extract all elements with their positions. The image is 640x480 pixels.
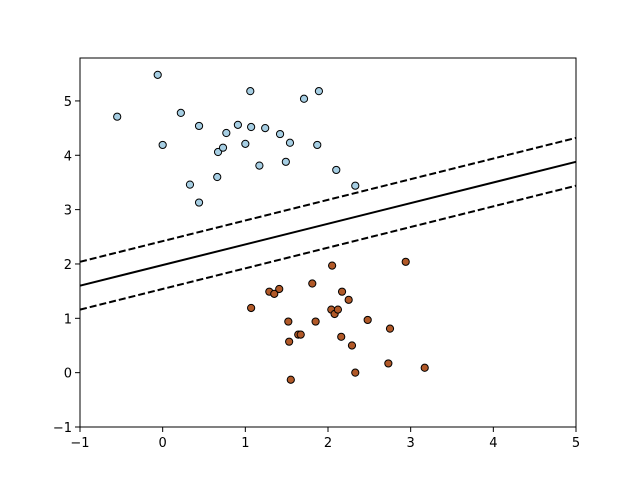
y-tick-label: 4 [64,149,72,164]
point [247,303,256,313]
x-tick-label: 0 [159,436,167,451]
boundary-line [79,160,577,287]
point [241,139,250,148]
y-tick-label: 3 [64,204,72,219]
point [194,198,204,207]
point [255,161,264,170]
point [363,315,372,325]
point [286,375,295,384]
point [285,138,295,147]
point [328,261,337,270]
point [333,305,343,314]
y-tick-label: 0 [64,367,72,382]
x-tick-label: 2 [324,436,332,451]
x-tick-label: 3 [407,436,415,451]
x-tick-label: 5 [572,436,580,451]
x-tick-label: −1 [70,436,89,451]
point [314,87,324,96]
point [308,279,317,288]
boundary-line [79,136,577,263]
point [222,128,231,138]
point [246,87,255,96]
point [275,129,285,139]
point [275,284,284,294]
y-tick-label: 5 [64,95,72,110]
point [270,289,279,298]
point [347,341,357,350]
y-tick-label: 1 [64,312,72,327]
point [351,181,360,190]
x-tick-label: 4 [489,436,497,451]
point [247,122,256,132]
point [158,140,167,150]
y-tick-label: 2 [64,258,72,273]
point [332,165,341,175]
point [194,121,204,131]
x-tick-label: 1 [241,436,249,451]
point [351,368,360,377]
point [296,330,305,339]
boundary-line [79,184,577,311]
point [153,70,162,79]
y-tick-label: −1 [53,421,72,436]
point [299,94,309,103]
point [401,257,410,266]
point [311,317,320,326]
point [281,157,290,166]
point [385,324,395,333]
point [261,124,270,133]
point [113,112,122,121]
point [213,172,222,182]
point [344,295,353,304]
point [337,332,346,341]
point [384,359,393,368]
point [285,337,294,346]
point [313,140,322,150]
point [233,120,242,129]
point [218,143,228,152]
point [185,180,195,189]
point [176,108,185,117]
point [420,363,429,372]
point [284,317,293,326]
point [337,287,347,296]
